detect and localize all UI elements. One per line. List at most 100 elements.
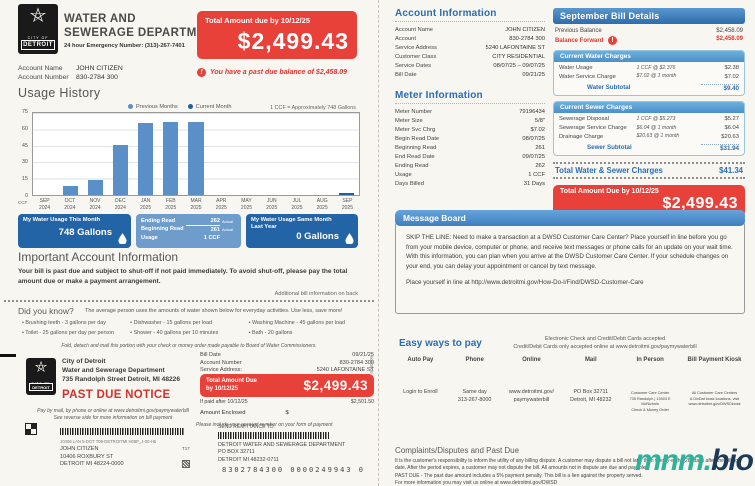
stub-account-value: 830-2784 300 xyxy=(339,359,374,366)
x-tick-label: SEP 2024 xyxy=(39,198,51,211)
customer-city-state-zip: DETROIT MI 48224-0000 xyxy=(60,461,124,468)
charge-rate: 1 CCF @ $5.273 xyxy=(636,115,676,122)
chart-bar xyxy=(163,121,179,195)
easy-pay-header: Online xyxy=(522,357,541,364)
chart-legend: Previous Months Current Month xyxy=(128,104,231,110)
info-value: 261 xyxy=(535,144,545,151)
message-board-body-box: SKIP THE LINE: Need to make a transactio… xyxy=(395,222,745,314)
usage-this-month-box: My Water Usage This Month 748 Gallons xyxy=(18,214,131,248)
did-you-know-bullet: Washing Machine - 45 gallons per load xyxy=(249,320,362,326)
x-tick-label: AUG 2025 xyxy=(316,198,328,211)
legend-current-dot-icon xyxy=(187,104,193,110)
easy-pay-value: Login to Enroll xyxy=(403,389,438,396)
stub-service-address-value: 5240 LAFONTAINE ST xyxy=(316,367,374,374)
stub-org-line2: Water and Sewerage Department xyxy=(62,366,165,374)
info-label: Meter Svc Chrg xyxy=(395,126,436,133)
detroit-spirit-logo-small-icon: ⛤ CITY OF DETROIT xyxy=(26,358,56,395)
easy-pay-note-line1: Electronic Check and Credit/Debit Cards … xyxy=(544,336,666,342)
did-you-know-bullet: Shower - 40 gallons per 10 minutes xyxy=(130,330,248,336)
important-info-body: Your bill is past due and subject to shu… xyxy=(18,268,348,285)
info-label: Days Billed xyxy=(395,180,424,187)
account-summary: Account Name JOHN CITIZEN Account Number 8… xyxy=(18,65,123,83)
sewer-charges-header: Current Sewer Charges xyxy=(554,102,744,114)
stub-bill-rows: Bill Date 09/21/25 Account Number 830-2784… xyxy=(200,352,374,375)
total-charges-row: Total Water & Sewer Charges $41.34 xyxy=(553,162,745,180)
perforation-line xyxy=(4,300,374,302)
charge-row: Water Service Charge $7.02 @ 1 month $7.02 xyxy=(559,73,739,82)
info-label: Bill Date xyxy=(395,71,417,78)
charge-label: Water Service Charge xyxy=(559,73,616,80)
info-label: Account xyxy=(395,35,416,42)
info-value: 09/21/25 xyxy=(522,71,545,78)
chart-column xyxy=(209,113,234,195)
balance-forward-label-wrap: Balance Forward ! xyxy=(555,36,618,45)
complaints-lines: It is the customer's responsibility to i… xyxy=(395,458,747,486)
charge-label: Sewerage Service Charge xyxy=(559,125,627,132)
info-value: 08/07/25 – 09/07/25 xyxy=(493,62,545,69)
alert-icon: ! xyxy=(197,68,206,77)
chart-bar xyxy=(63,186,79,195)
chart-column xyxy=(83,113,108,195)
usage-this-month-title: My Water Usage This Month xyxy=(23,217,101,223)
info-value: 1 CCF xyxy=(528,171,545,178)
chart-column xyxy=(108,113,133,195)
chart-bar xyxy=(88,179,104,195)
info-row: Account Name JOHN CITIZEN xyxy=(395,26,545,35)
chart-column xyxy=(234,113,259,195)
chart-column xyxy=(284,113,309,195)
easy-pay-grid: Auto Pay Phone Online Mail In Person Bill Pay… xyxy=(395,357,745,413)
info-row: Meter Svc Chrg $7.02 xyxy=(395,126,545,135)
department-title: WATER AND SEWERAGE DEPARTMENT 24 hour Em… xyxy=(64,12,221,49)
account-number-label: Account Number xyxy=(18,74,69,81)
info-row: Customer Class CITY RESIDENTIAL xyxy=(395,53,545,62)
legend-current: Current Month xyxy=(187,104,231,110)
x-tick-label: APR 2025 xyxy=(215,198,227,211)
info-label: Meter Size xyxy=(395,117,423,124)
legend-previous: Previous Months xyxy=(128,104,178,110)
account-name-label: Account Name xyxy=(18,65,63,72)
back-note: Additional bill information on back xyxy=(274,291,358,297)
account-name-value: JOHN CITIZEN xyxy=(76,65,123,72)
did-you-know-title: Did you know? xyxy=(18,306,74,316)
info-row: Bill Date 09/21/25 xyxy=(395,71,545,80)
stub-service-address-label: Service Address: xyxy=(200,367,242,374)
x-tick-label: OCT 2024 xyxy=(64,198,76,211)
info-label: Ending Read xyxy=(395,162,429,169)
water-charges-box: Current Water Charges Water Usage 1 CCF @… xyxy=(553,50,745,97)
charge-amount: $20.63 xyxy=(721,133,739,140)
did-you-know-bullets: Brushing teeth - 3 gallons per dayDishwa… xyxy=(22,320,362,336)
chart-x-axis: SEP 2024 OCT 2024 NOV 2024 DEC 2024 JAN 2025… xyxy=(32,198,360,211)
meter-info-rows: Meter Number 79196434 Meter Size 5/8" Meter … xyxy=(395,108,545,189)
account-meter-column: Account Information Account Name JOHN CIT… xyxy=(395,8,545,189)
info-label: Customer Class xyxy=(395,53,437,60)
y-tick-label: 15 xyxy=(21,176,28,183)
reads-label: Ending Read xyxy=(141,218,176,224)
reads-label: Usage xyxy=(141,235,158,242)
remit-line2: PO BOX 32711 xyxy=(218,449,255,456)
x-tick-label: SEP 2025 xyxy=(341,198,353,211)
customer-name: JOHN CITIZEN xyxy=(60,446,99,452)
info-row: End Read Date 09/07/25 xyxy=(395,153,545,162)
remit-barcode-icon xyxy=(218,432,330,439)
total-due-label: Total Amount due by 10/12/25 xyxy=(205,16,311,25)
stub-total-due-label: Total Amount Due by 10/12/25 xyxy=(206,378,257,392)
logo-figure: ⛤ xyxy=(34,359,48,376)
watermark-part2: bio xyxy=(711,444,754,477)
alert-icon: ! xyxy=(608,36,618,45)
reads-suffix: Actual xyxy=(222,218,234,224)
y-tick-label: 45 xyxy=(21,142,28,149)
chart-column xyxy=(309,113,334,195)
info-value: 5240 LAFONTAINE ST xyxy=(485,44,546,51)
charge-row: Sewerage Disposal 1 CCF @ $5.273 $5.27 xyxy=(559,115,739,124)
info-label: Service Address xyxy=(395,44,437,51)
important-info-title: Important Account Information xyxy=(18,250,179,264)
amount-enclosed-label: Amount Enclosed xyxy=(200,410,246,416)
usage-history-chart: 0 15 30 45 60 75 SEP 2024 OCT 2024 NOV 2024 DEC … xyxy=(18,109,360,212)
legend-previous-dot-icon xyxy=(128,104,133,110)
stub-org-line3: 735 Randolph Street Detroit, MI 48226 xyxy=(62,375,180,383)
charge-amount: $5.27 xyxy=(724,116,739,123)
bill-details-header: September Bill Details xyxy=(553,8,745,24)
ccf-conversion-note: 1 CCF = Approximately 748 Gallons xyxy=(270,105,356,111)
charge-label: Sewerage Disposal xyxy=(559,116,609,123)
info-label: End Read Date xyxy=(395,153,435,160)
